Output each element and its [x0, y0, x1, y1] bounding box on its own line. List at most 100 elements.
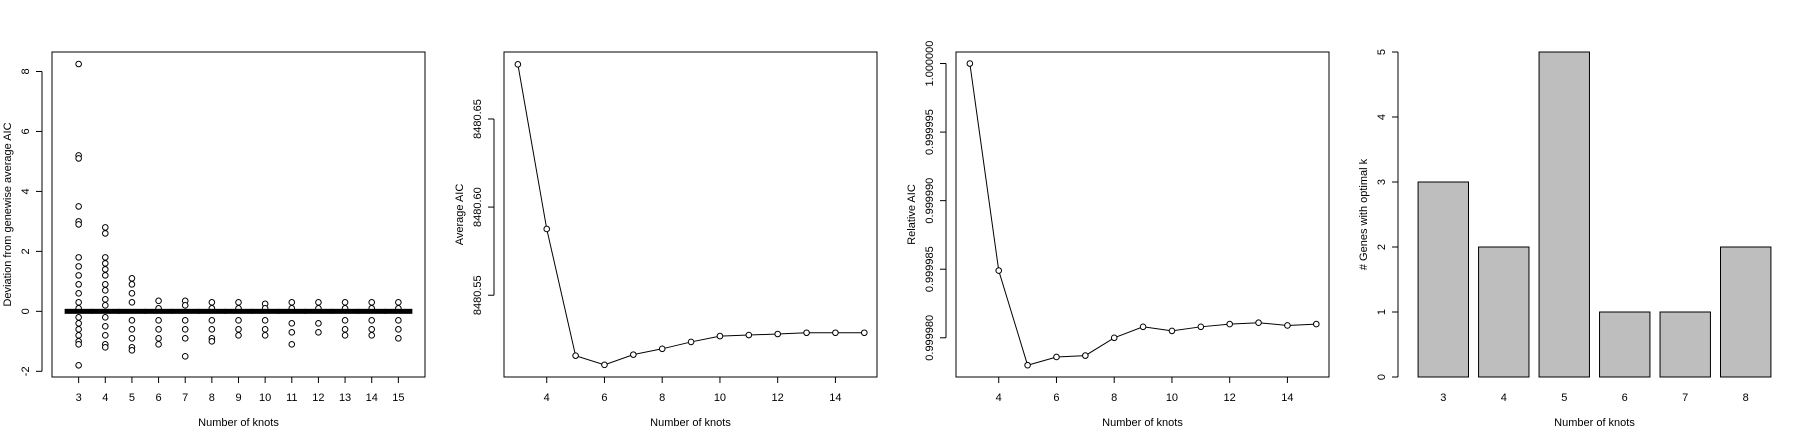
point	[128, 335, 136, 342]
point	[235, 332, 242, 339]
x-tick-label: 4	[102, 392, 108, 404]
point	[101, 224, 109, 231]
x-axis-label: Number of knots	[198, 417, 279, 429]
y-tick-label: 0.999990	[924, 178, 936, 224]
x-tick-label: 12	[772, 392, 784, 404]
bar	[1538, 51, 1590, 378]
x-tick-label: 14	[1281, 392, 1293, 404]
point	[101, 296, 109, 303]
point	[687, 338, 695, 346]
point	[101, 230, 109, 237]
point	[75, 254, 82, 261]
point	[341, 299, 349, 306]
x-tick-label: 9	[235, 392, 241, 404]
dense-point	[251, 308, 280, 314]
point	[288, 329, 296, 336]
point	[128, 317, 136, 324]
point	[75, 320, 82, 327]
x-axis-label: Number of knots	[1554, 417, 1635, 429]
point	[181, 335, 189, 342]
point	[261, 326, 269, 333]
point	[832, 329, 839, 337]
x-tick-label: 7	[182, 392, 188, 404]
y-tick-label: 0.999985	[924, 246, 936, 292]
y-tick-label: 4	[20, 188, 32, 194]
bar	[1417, 181, 1469, 378]
x-tick-label: 4	[544, 392, 550, 404]
dense-point	[357, 308, 386, 314]
point	[966, 60, 974, 67]
x-tick-label: 10	[1166, 392, 1178, 404]
x-tick-label: 8	[1111, 392, 1117, 404]
point	[101, 323, 109, 330]
x-tick-label: 6	[601, 392, 607, 404]
dense-point	[277, 308, 306, 314]
y-tick-label: 2	[20, 248, 32, 254]
point	[181, 317, 189, 324]
y-tick-label: 5	[1376, 49, 1388, 55]
point	[1312, 320, 1320, 328]
bar	[1478, 246, 1530, 378]
point	[1024, 361, 1031, 369]
point	[75, 263, 82, 270]
x-tick-label: 10	[259, 392, 271, 404]
point	[155, 341, 162, 348]
x-axis-label: Number of knots	[1102, 417, 1183, 429]
point	[128, 299, 136, 306]
point	[514, 61, 522, 68]
dense-point	[197, 308, 226, 314]
point	[341, 317, 349, 324]
point	[368, 332, 376, 339]
point	[235, 299, 242, 306]
point	[128, 347, 136, 354]
point	[75, 314, 82, 321]
point	[315, 299, 322, 306]
y-axis-label: Deviation from genewise average AIC	[2, 122, 14, 306]
y-tick-label: 0.999995	[924, 109, 936, 155]
point	[395, 335, 402, 342]
y-tick-label: 3	[1376, 179, 1388, 185]
point	[860, 329, 868, 337]
point	[128, 281, 136, 288]
point	[341, 332, 349, 339]
point	[181, 353, 189, 360]
point	[716, 332, 724, 340]
y-axis-label: Relative AIC	[906, 184, 918, 245]
x-tick-label: 8	[209, 392, 215, 404]
y-tick-label: 0.999980	[924, 315, 936, 361]
point	[235, 326, 242, 333]
x-tick-label: 7	[1682, 392, 1688, 404]
point	[75, 326, 82, 333]
point	[208, 299, 216, 306]
bar	[1659, 311, 1711, 378]
point	[101, 287, 109, 294]
point	[208, 326, 216, 333]
point	[288, 320, 296, 327]
x-tick-label: 4	[1501, 392, 1507, 404]
point	[101, 332, 109, 339]
point	[208, 317, 216, 324]
y-tick-label: 1	[1376, 309, 1388, 315]
plot-box	[503, 51, 878, 378]
point	[1110, 334, 1118, 342]
point	[395, 299, 402, 306]
dense-point	[224, 308, 253, 314]
point	[368, 299, 376, 306]
dense-point	[304, 308, 333, 314]
x-tick-label: 12	[312, 392, 324, 404]
x-tick-label: 6	[1053, 392, 1059, 404]
x-tick-label: 5	[129, 392, 135, 404]
point	[288, 299, 296, 306]
dense-point	[171, 308, 200, 314]
y-tick-label: 8	[20, 68, 32, 74]
x-tick-label: 6	[156, 392, 162, 404]
point	[1197, 323, 1205, 331]
y-tick-label: 2	[1376, 244, 1388, 250]
x-tick-label: 12	[1224, 392, 1236, 404]
point	[368, 326, 376, 333]
dense-point	[384, 308, 413, 314]
bar	[1599, 311, 1651, 378]
series-line	[517, 64, 865, 366]
